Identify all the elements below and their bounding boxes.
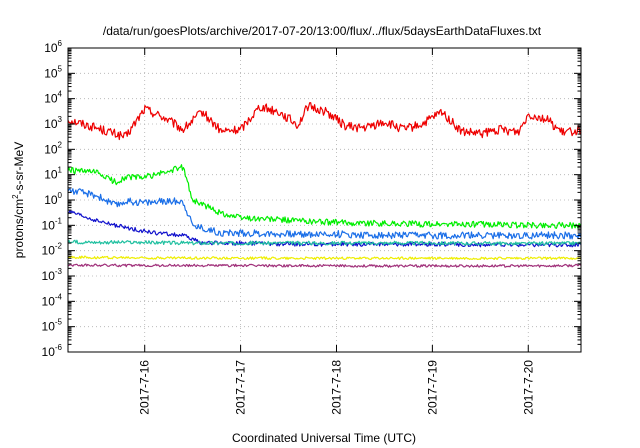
- gridlines: [68, 48, 581, 352]
- y-tick-label: 10-2: [42, 242, 63, 258]
- y-tick-label: 102: [44, 140, 62, 156]
- y-tick-exponent: -3: [55, 267, 63, 276]
- y-tick-base: 10: [42, 244, 56, 258]
- y-tick-base: 10: [44, 41, 58, 55]
- y-tick-exponent: 0: [58, 191, 63, 200]
- y-tick-label: 10-4: [42, 292, 63, 308]
- y-tick-base: 10: [42, 218, 56, 232]
- y-tick-exponent: -1: [55, 216, 63, 225]
- y-tick-base: 10: [44, 142, 58, 156]
- y-tick-exponent: -2: [55, 242, 63, 251]
- y-tick-label: 100: [44, 191, 62, 207]
- y-tick-exponent: 4: [58, 90, 63, 99]
- y-tick-label: 10-5: [42, 318, 63, 334]
- y-tick-label: 104: [44, 90, 62, 106]
- y-tick-base: 10: [42, 269, 56, 283]
- flux-series-line-1: [67, 102, 582, 141]
- y-tick-exponent: 3: [58, 115, 63, 124]
- x-tick-label: 2017-7-19: [425, 360, 439, 415]
- y-tick-base: 10: [44, 168, 58, 182]
- y-axis-label-unit: protons/cm: [12, 199, 26, 258]
- y-tick-label: 103: [44, 115, 62, 131]
- y-tick-label: 10-6: [42, 343, 63, 359]
- flux-series-line-6: [67, 255, 582, 261]
- plot-series: [67, 102, 582, 268]
- axis-ticks: [68, 47, 581, 353]
- y-tick-exponent: 1: [58, 166, 63, 175]
- x-axis-label: Coordinated Universal Time (UTC): [232, 431, 416, 445]
- y-tick-base: 10: [44, 117, 58, 131]
- y-tick-exponent: 2: [58, 140, 63, 149]
- x-tick-labels: 2017-7-16 2017-7-17 2017-7-18 2017-7-19 2017…: [138, 360, 536, 415]
- y-tick-base: 10: [42, 320, 56, 334]
- y-tick-exponent: 6: [58, 39, 63, 48]
- flux-series-line-5: [67, 239, 582, 246]
- y-tick-base: 10: [42, 345, 56, 359]
- y-tick-label: 10-3: [42, 267, 63, 283]
- x-tick-label: 2017-7-18: [329, 360, 343, 415]
- x-tick-label: 2017-7-20: [521, 360, 535, 415]
- y-tick-base: 10: [44, 92, 58, 106]
- y-tick-label: 10-1: [42, 216, 63, 232]
- chart-title: /data/run/goesPlots/archive/2017-07-20/1…: [103, 24, 542, 38]
- y-axis-label-rest: -s-sr-MeV: [12, 142, 26, 195]
- x-tick-label: 2017-7-16: [138, 360, 152, 415]
- y-tick-base: 10: [44, 66, 58, 80]
- y-tick-label: 101: [44, 166, 62, 182]
- y-axis-label: protons/cm2-s-sr-MeV: [11, 142, 26, 258]
- y-tick-label: 106: [44, 39, 62, 55]
- y-axis-label-exponent: 2: [11, 194, 20, 199]
- y-tick-labels: 10610510410310210110010-110-210-310-410-…: [42, 39, 63, 359]
- flux-series-line-3: [67, 188, 582, 240]
- y-tick-label: 105: [44, 64, 62, 80]
- y-tick-exponent: 5: [58, 64, 63, 73]
- x-tick-label: 2017-7-17: [234, 360, 248, 415]
- y-tick-exponent: -4: [55, 292, 63, 301]
- flux-series-line-7: [67, 263, 582, 268]
- y-tick-base: 10: [44, 193, 58, 207]
- y-tick-exponent: -5: [55, 318, 63, 327]
- flux-series-line-2: [67, 164, 582, 229]
- y-tick-exponent: -6: [55, 343, 63, 352]
- y-tick-base: 10: [42, 294, 56, 308]
